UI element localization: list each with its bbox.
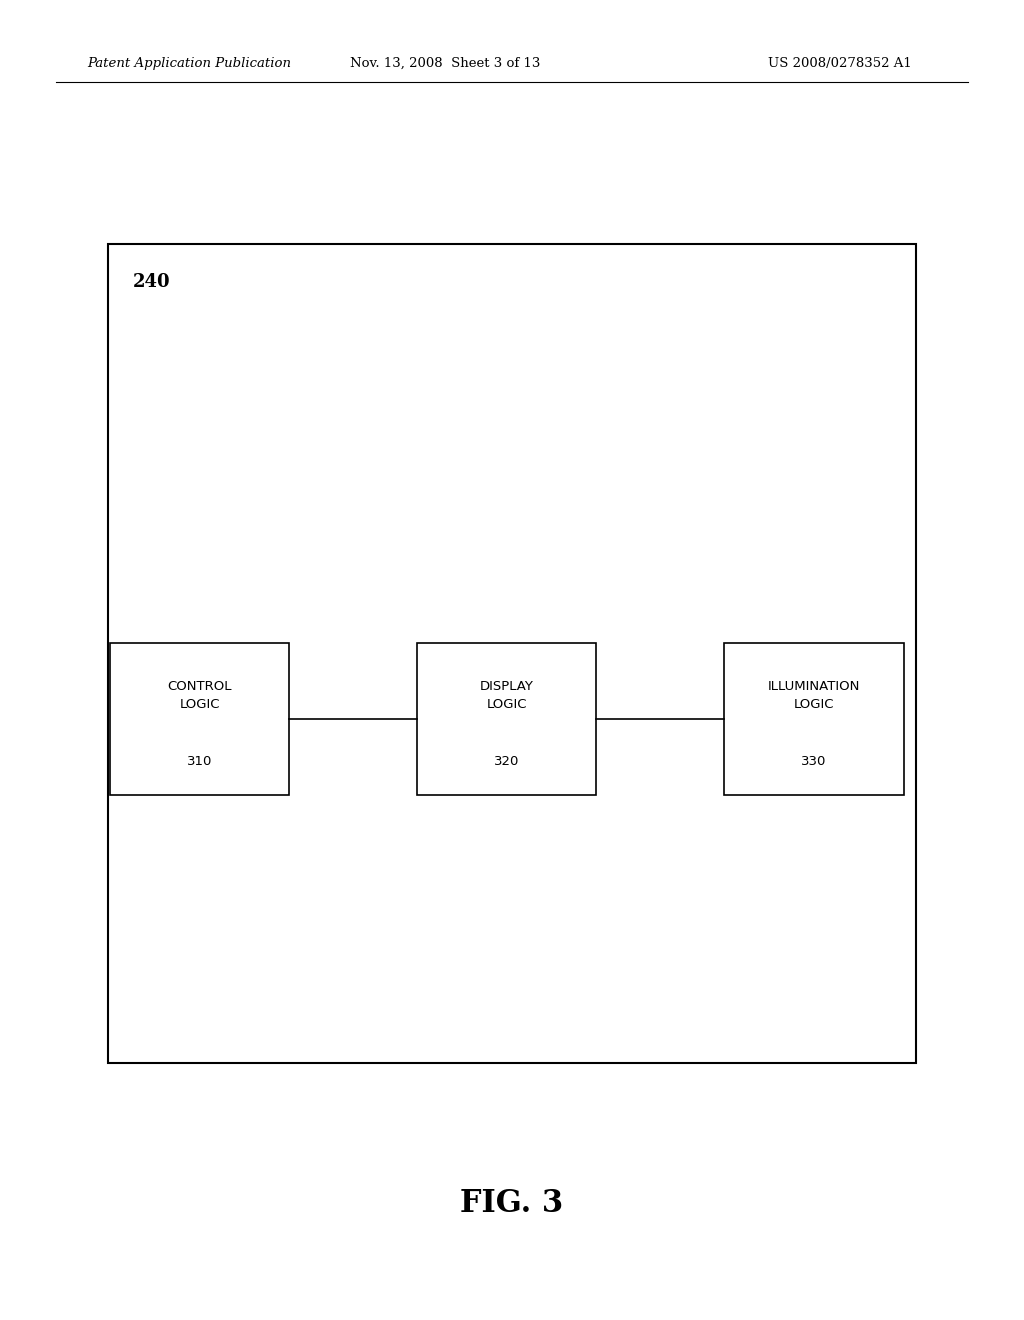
- Bar: [108, 244, 916, 1063]
- Bar: [418, 643, 596, 795]
- Text: Nov. 13, 2008  Sheet 3 of 13: Nov. 13, 2008 Sheet 3 of 13: [350, 57, 541, 70]
- Text: 330: 330: [802, 755, 826, 768]
- Text: CONTROL
LOGIC: CONTROL LOGIC: [168, 680, 231, 711]
- Text: 320: 320: [495, 755, 519, 768]
- Text: 310: 310: [187, 755, 212, 768]
- Bar: [725, 643, 904, 795]
- Text: US 2008/0278352 A1: US 2008/0278352 A1: [768, 57, 911, 70]
- Text: DISPLAY
LOGIC: DISPLAY LOGIC: [480, 680, 534, 711]
- Text: FIG. 3: FIG. 3: [461, 1188, 563, 1220]
- Text: ILLUMINATION
LOGIC: ILLUMINATION LOGIC: [768, 680, 860, 711]
- Text: Patent Application Publication: Patent Application Publication: [87, 57, 291, 70]
- Text: 240: 240: [133, 273, 171, 292]
- Bar: [111, 643, 289, 795]
